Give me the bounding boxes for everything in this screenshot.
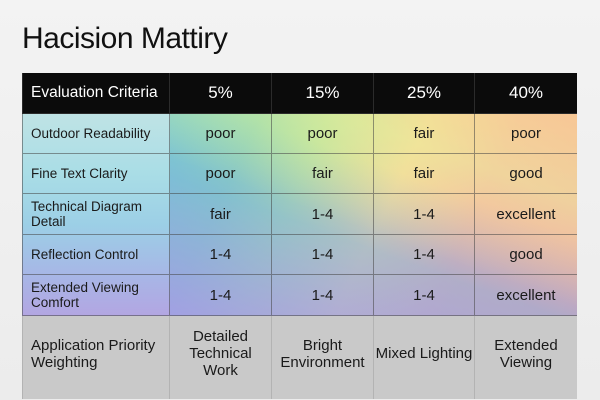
table-cell: poor (170, 154, 272, 194)
table-cell: poor (170, 114, 272, 154)
table-cell: fair (374, 154, 475, 194)
footer-cell: Mixed Lighting (374, 316, 475, 399)
table-cell: good (475, 154, 577, 194)
header-column-3: 25% (374, 73, 475, 114)
row-label-fine-text-clarity: Fine Text Clarity (22, 154, 170, 194)
footer-cell: Extended Viewing (475, 316, 577, 399)
table-cell: 1-4 (272, 235, 374, 275)
decision-matrix-table: Evaluation Criteria 5% 15% 25% 40% Outdo… (22, 73, 577, 399)
row-label-reflection-control: Reflection Control (22, 235, 170, 275)
table-cell: 1-4 (170, 235, 272, 275)
row-label-extended-viewing-comfort: Extended Viewing Comfort (22, 275, 170, 316)
header-criteria-label: Evaluation Criteria (22, 73, 170, 114)
table-cell: 1-4 (374, 235, 475, 275)
table-cell: good (475, 235, 577, 275)
table-cell: 1-4 (272, 275, 374, 316)
header-column-1: 5% (170, 73, 272, 114)
table-cell: excellent (475, 194, 577, 235)
header-column-4: 40% (475, 73, 577, 114)
table-cell: fair (170, 194, 272, 235)
table-cell: 1-4 (272, 194, 374, 235)
page-title: Hacision Mattiry (22, 22, 228, 55)
footer-cell: Bright Environment (272, 316, 374, 399)
footer-priority-label: Application Priority Weighting (22, 316, 170, 399)
footer-cell: Detailed Technical Work (170, 316, 272, 399)
table-cell: poor (475, 114, 577, 154)
table-cell: 1-4 (374, 194, 475, 235)
row-label-outdoor-readability: Outdoor Readability (22, 114, 170, 154)
row-label-technical-diagram-detail: Technical Diagram Detail (22, 194, 170, 235)
table-cell: 1-4 (170, 275, 272, 316)
table-cell: fair (272, 154, 374, 194)
table-cell: excellent (475, 275, 577, 316)
table-cell: poor (272, 114, 374, 154)
header-column-2: 15% (272, 73, 374, 114)
table-cell: 1-4 (374, 275, 475, 316)
table-cell: fair (374, 114, 475, 154)
label-column-gradient (22, 114, 170, 316)
